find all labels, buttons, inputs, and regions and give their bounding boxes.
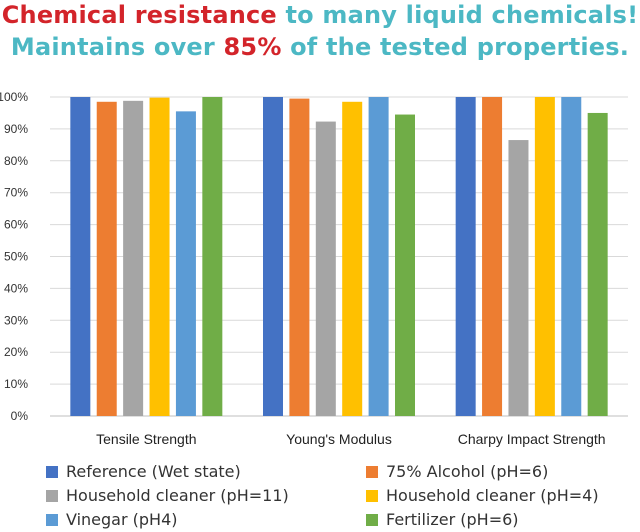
- legend-swatch: [366, 489, 378, 502]
- legend-label: Fertilizer (pH=6): [386, 510, 519, 529]
- legend-swatch: [46, 489, 58, 502]
- y-tick-label: 100%: [0, 90, 28, 104]
- legend-item: 75% Alcohol (pH=6): [366, 462, 548, 481]
- y-tick-label: 50%: [4, 250, 28, 264]
- y-tick-label: 0%: [11, 409, 29, 423]
- legend-label: Vinegar (pH4): [66, 510, 178, 529]
- legend-item: Household cleaner (pH=4): [366, 486, 599, 505]
- headline-line-2-segment-0: Maintains over: [10, 33, 224, 61]
- bar-chart: 0% 10% 20% 30% 40% 50% 60% 70% 80% 90% 100% Tensile…: [0, 90, 628, 447]
- y-tick-label: 20%: [4, 345, 28, 359]
- legend-label: Reference (Wet state): [66, 462, 241, 481]
- y-tick-label: 80%: [4, 154, 28, 168]
- legend-label: 75% Alcohol (pH=6): [386, 462, 549, 481]
- bar: [368, 97, 389, 416]
- bar: [315, 121, 336, 417]
- bar: [342, 101, 363, 416]
- headline-line-1-segment-1: to many liquid chemicals!: [276, 1, 639, 29]
- headline-line-1-segment-0: Chemical resistance: [1, 1, 277, 29]
- bar: [149, 97, 170, 416]
- headline-line-2: Maintains over 85% of the tested propert…: [0, 32, 640, 62]
- x-category-label: Charpy Impact Strength: [458, 431, 606, 447]
- headline-line-2-segment-2: of the tested properties.: [281, 33, 630, 61]
- legend-swatch: [366, 465, 378, 478]
- x-category-label: Tensile Strength: [96, 431, 196, 447]
- bar: [96, 101, 117, 416]
- legend-label: Household cleaner (pH=11): [66, 486, 289, 505]
- legend-swatch: [46, 465, 58, 478]
- legend-item: Fertilizer (pH=6): [366, 510, 519, 529]
- bar: [482, 97, 503, 416]
- bar: [534, 97, 555, 416]
- legend-swatch: [366, 513, 378, 526]
- headline-line-1: Chemical resistance to many liquid chemi…: [0, 0, 640, 30]
- legend-swatch: [46, 513, 58, 526]
- legend-item: Household cleaner (pH=11): [46, 486, 289, 505]
- bar: [263, 97, 283, 416]
- y-tick-label: 60%: [4, 218, 28, 232]
- legend-label: Household cleaner (pH=4): [386, 486, 599, 505]
- bar: [587, 112, 608, 416]
- bar: [395, 114, 415, 417]
- bar: [70, 97, 91, 416]
- bar: [175, 111, 196, 416]
- y-tick-label: 90%: [4, 122, 28, 136]
- legend-item: Vinegar (pH4): [46, 510, 178, 529]
- headline-line-2-segment-1: 85%: [223, 33, 282, 61]
- x-category-label: Young's Modulus: [286, 431, 392, 447]
- y-tick-label: 40%: [4, 281, 28, 295]
- bar: [561, 97, 582, 416]
- bar: [289, 98, 310, 416]
- y-tick-label: 70%: [4, 186, 28, 200]
- bar: [455, 97, 476, 416]
- y-tick-label: 30%: [4, 313, 28, 327]
- bar: [508, 140, 529, 416]
- bar: [202, 97, 223, 416]
- legend-item: Reference (Wet state): [46, 462, 241, 481]
- y-tick-label: 10%: [4, 377, 28, 391]
- bar: [123, 100, 144, 416]
